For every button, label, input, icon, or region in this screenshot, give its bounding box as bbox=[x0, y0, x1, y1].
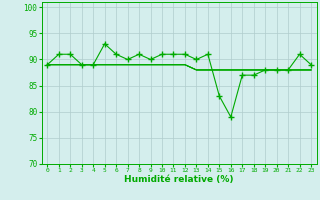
X-axis label: Humidité relative (%): Humidité relative (%) bbox=[124, 175, 234, 184]
